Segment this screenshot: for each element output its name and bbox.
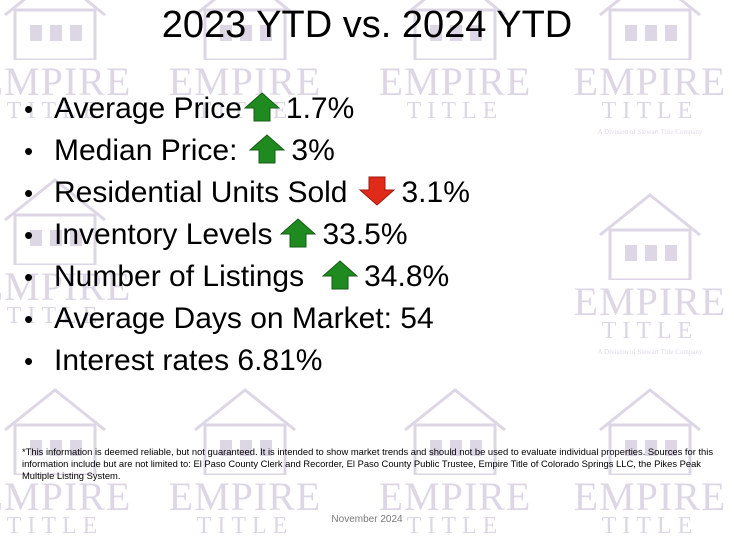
disclaimer-text: *This information is deemed reliable, bu…: [22, 446, 714, 481]
bullet-average-price: • Average Price 1.7%: [24, 88, 470, 130]
green-up-arrow-icon: [249, 134, 286, 164]
bullet-dot: •: [24, 94, 34, 124]
red-down-arrow-icon: [359, 176, 396, 206]
bullet-label: Inventory Levels: [54, 218, 273, 251]
house-logo-icon: [599, 193, 701, 282]
bullet-dot: •: [24, 136, 34, 166]
slide-title: 2023 YTD vs. 2024 YTD: [161, 4, 573, 46]
bullet-interest-rates: • Interest rates 6.81%: [24, 340, 470, 382]
watermark-tagline: A Division of Stewart Title Company: [597, 128, 703, 136]
bullet-dot: •: [24, 178, 34, 208]
bullet-label: Residential Units Sold: [54, 176, 348, 209]
empire-title-watermark: EMPIRE TITLE A Division of Stewart Title…: [555, 190, 734, 360]
watermark-brand: EMPIRE: [573, 279, 727, 324]
bullet-dot: •: [24, 304, 34, 334]
bullet-average-days-on-market: • Average Days on Market: 54: [24, 298, 470, 340]
bullet-value: 3%: [291, 134, 335, 167]
footer-date: November 2024: [331, 514, 403, 525]
bullet-label: Average Price: [54, 92, 242, 125]
bullet-dot: •: [24, 346, 34, 376]
bullet-label: Interest rates 6.81%: [54, 344, 323, 377]
watermark-brand: EMPIRE: [573, 59, 727, 104]
bullet-dot: •: [24, 220, 34, 250]
green-up-arrow-icon: [280, 218, 317, 248]
bullet-inventory-levels: • Inventory Levels 33.5%: [24, 214, 470, 256]
green-up-arrow-icon: [322, 260, 359, 290]
bullet-value: 34.8%: [364, 260, 450, 293]
bullet-label: Median Price:: [54, 134, 238, 167]
bullet-value: 33.5%: [322, 218, 408, 251]
green-up-arrow-icon: [243, 92, 280, 122]
bullet-dot: •: [24, 262, 34, 292]
bullet-value: 1.7%: [285, 92, 355, 125]
bullet-median-price: • Median Price: 3%: [24, 130, 470, 172]
bullet-residential-units-sold: • Residential Units Sold 3.1%: [24, 172, 470, 214]
watermark-tagline: A Division of Stewart Title Company: [597, 348, 703, 356]
bullet-label: Average Days on Market: 54: [54, 302, 434, 335]
bullet-value: 3.1%: [401, 176, 470, 209]
bullet-number-of-listings: • Number of Listings 34.8%: [24, 256, 470, 298]
bullet-label: Number of Listings: [54, 260, 305, 293]
bullet-list: • Average Price 1.7% • Median Price: 3% • Res…: [24, 88, 470, 382]
watermark-sub: TITLE: [601, 98, 699, 124]
watermark-sub: TITLE: [601, 318, 699, 344]
